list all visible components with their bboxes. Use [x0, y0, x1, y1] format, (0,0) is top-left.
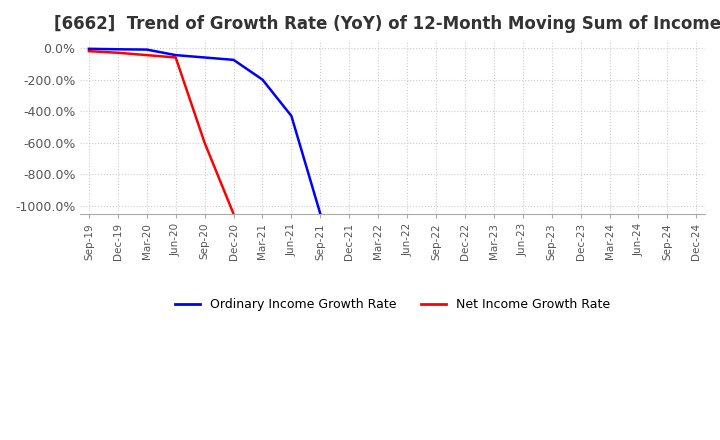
Net Income Growth Rate: [84, 48, 93, 54]
Line: Net Income Growth Rate: Net Income Growth Rate: [89, 51, 233, 214]
Ordinary Income Growth Rate: [200, 55, 209, 60]
Ordinary Income Growth Rate: [84, 46, 93, 51]
Ordinary Income Growth Rate: [171, 52, 180, 58]
Net Income Growth Rate: [200, 140, 209, 145]
Net Income Growth Rate: [171, 55, 180, 60]
Ordinary Income Growth Rate: [258, 77, 267, 82]
Line: Ordinary Income Growth Rate: Ordinary Income Growth Rate: [89, 49, 320, 214]
Ordinary Income Growth Rate: [229, 57, 238, 62]
Title: [6662]  Trend of Growth Rate (YoY) of 12-Month Moving Sum of Incomes: [6662] Trend of Growth Rate (YoY) of 12-…: [54, 15, 720, 33]
Net Income Growth Rate: [229, 211, 238, 216]
Ordinary Income Growth Rate: [316, 211, 325, 216]
Ordinary Income Growth Rate: [287, 113, 296, 118]
Net Income Growth Rate: [114, 50, 122, 55]
Ordinary Income Growth Rate: [143, 47, 151, 52]
Net Income Growth Rate: [143, 52, 151, 58]
Legend: Ordinary Income Growth Rate, Net Income Growth Rate: Ordinary Income Growth Rate, Net Income …: [170, 293, 616, 316]
Ordinary Income Growth Rate: [114, 47, 122, 52]
